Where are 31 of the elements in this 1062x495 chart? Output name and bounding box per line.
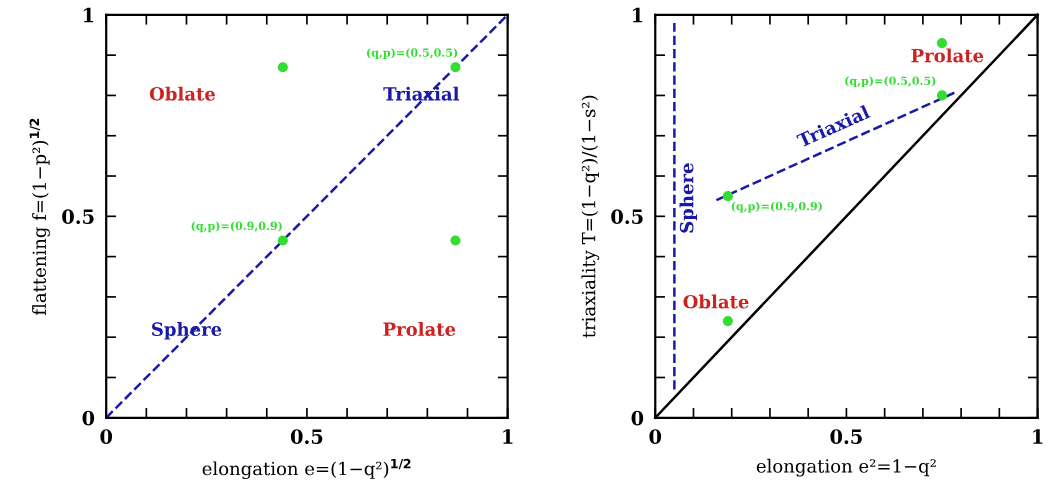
x-tick-label: 0 [100,429,113,444]
annotation: Prolate [911,48,984,63]
annotation: Oblate [683,294,749,309]
x-tick-label: 0 [649,429,662,444]
y-tick-label: 1 [83,7,94,23]
annotation: Sphere [679,163,697,233]
annotation: (q,p)=(0.9,0.9) [191,221,282,233]
y-tick-label: 1 [632,7,643,23]
annotation: (q,p)=(0.5,0.5) [845,76,936,88]
y-tick-label: 0.5 [611,209,643,224]
x-tick-label: 0.5 [290,429,323,444]
x-tick-label: 1 [1033,429,1043,444]
x-axis-title: elongation e=(1−q²)$^{1/2}$ [202,458,411,480]
annotation: (q,p)=(0.9,0.9) [731,201,822,213]
y-tick-label: 0 [631,410,644,426]
point [936,90,948,101]
point [722,191,733,202]
y-axis-title: flattening f=(1−p²)$^{1/2}$ [29,118,50,315]
annotation: Oblate [149,86,216,101]
annotation: (q,p)=(0.5,0.5) [367,48,458,59]
annotation: Prolate [383,322,456,336]
x-tick-label: 0.5 [830,429,862,444]
y-tick-label: 0 [82,410,95,426]
x-tick-label: 1 [503,429,513,444]
annotation: Triaxial [383,86,460,101]
point [936,37,948,49]
y-tick-label: 0.5 [62,209,94,224]
x-axis-title: elongation e²=1−q² [756,458,936,477]
annotation: Sphere [152,322,222,340]
y-axis-title: triaxiality T=(1−q²)/(1−s²) [581,95,600,338]
point [722,315,733,327]
